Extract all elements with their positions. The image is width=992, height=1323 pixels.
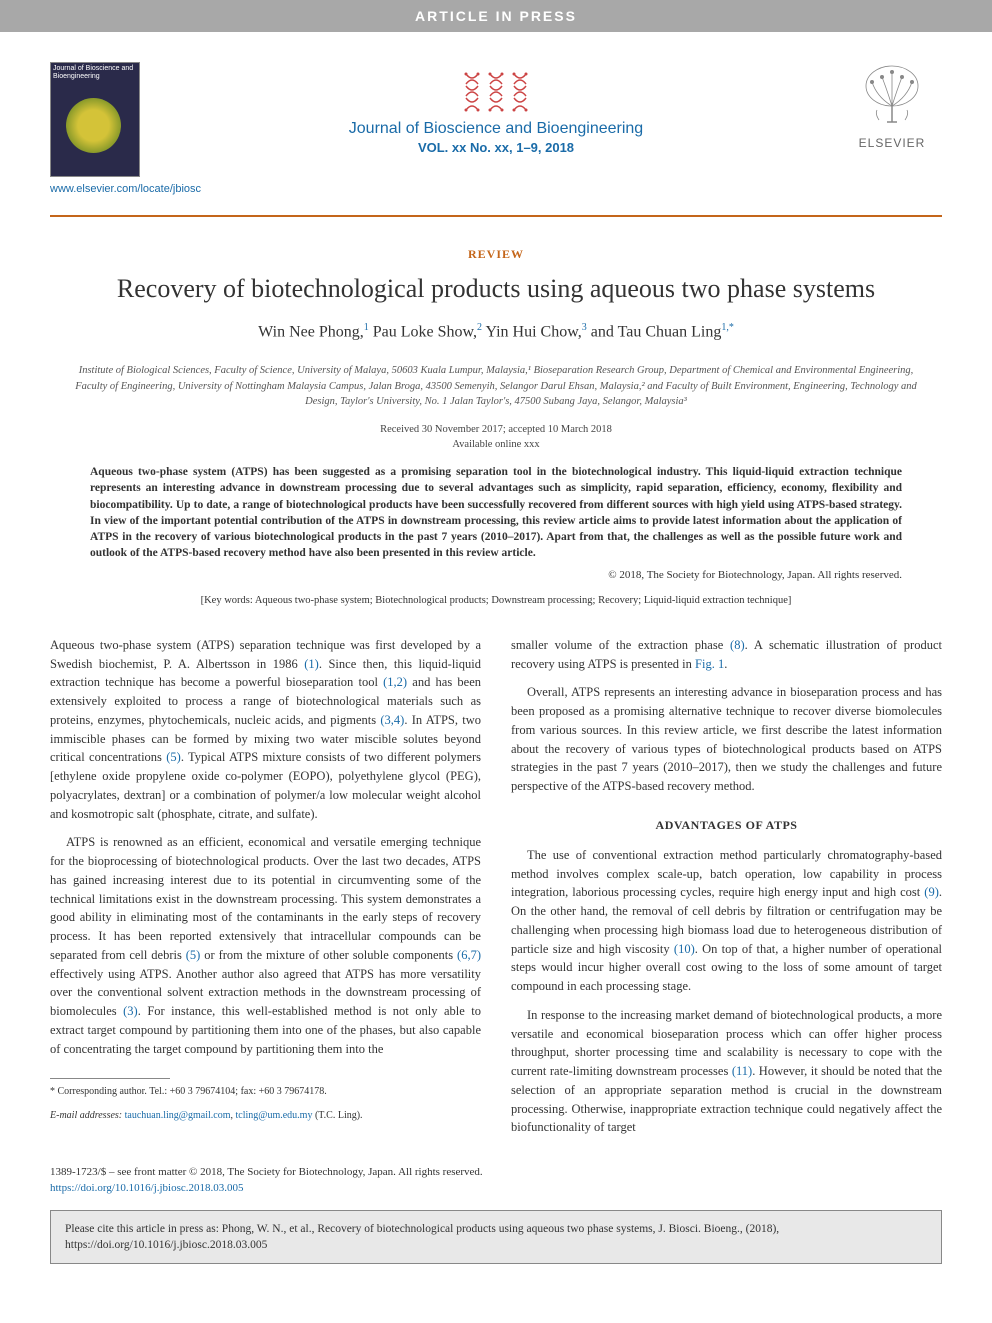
journal-logo-icons (150, 72, 842, 112)
body-paragraph: ATPS is renowned as an efficient, econom… (50, 833, 481, 1058)
section-heading-advantages: ADVANTAGES OF ATPS (511, 816, 942, 834)
body-paragraph: smaller volume of the extraction phase (… (511, 636, 942, 674)
email-link[interactable]: tauchuan.ling@gmail.com (125, 1110, 231, 1121)
header-divider (50, 215, 942, 217)
dna-icon (487, 72, 505, 112)
publisher-block: ELSEVIER (842, 62, 942, 150)
cover-caption: Journal of Bioscience and Bioengineering (53, 65, 139, 80)
journal-masthead: Journal of Bioscience and Bioengineering… (150, 62, 842, 155)
body-paragraph: In response to the increasing market dem… (511, 1006, 942, 1137)
article-in-press-banner: ARTICLE IN PRESS (0, 0, 992, 32)
keywords-line: [Key words: Aqueous two-phase system; Bi… (70, 595, 922, 606)
dna-icon (511, 72, 529, 112)
journal-name: Journal of Bioscience and Bioengineering (150, 120, 842, 138)
journal-volume-info: VOL. xx No. xx, 1–9, 2018 (150, 140, 842, 155)
article-body: Aqueous two-phase system (ATPS) separati… (50, 636, 942, 1147)
body-paragraph: The use of conventional extraction metho… (511, 846, 942, 996)
journal-cover-thumbnail[interactable]: Journal of Bioscience and Bioengineering (50, 62, 140, 177)
received-accepted-date: Received 30 November 2017; accepted 10 M… (0, 423, 992, 438)
publisher-name: ELSEVIER (842, 136, 942, 150)
available-online-date: Available online xxx (0, 438, 992, 453)
author-list: Win Nee Phong,1 Pau Loke Show,2 Yin Hui … (0, 322, 992, 341)
left-column: Aqueous two-phase system (ATPS) separati… (50, 636, 481, 1147)
body-paragraph: Overall, ATPS represents an interesting … (511, 683, 942, 796)
dna-icon (463, 72, 481, 112)
issn-copyright-line: 1389-1723/$ – see front matter © 2018, T… (50, 1165, 942, 1180)
article-title: Recovery of biotechnological products us… (50, 274, 942, 304)
footer-metadata: 1389-1723/$ – see front matter © 2018, T… (50, 1165, 942, 1196)
email-link[interactable]: tcling@um.edu.my (235, 1110, 312, 1121)
email-footnote: E-mail addresses: tauchuan.ling@gmail.co… (50, 1109, 481, 1123)
body-paragraph: Aqueous two-phase system (ATPS) separati… (50, 636, 481, 824)
doi-link[interactable]: https://doi.org/10.1016/j.jbiosc.2018.03… (50, 1182, 244, 1194)
right-column: smaller volume of the extraction phase (… (511, 636, 942, 1147)
abstract-text: Aqueous two-phase system (ATPS) has been… (90, 464, 902, 561)
elsevier-tree-icon (857, 62, 927, 132)
article-type-label: REVIEW (0, 247, 992, 262)
email-owner: (T.C. Ling). (315, 1110, 363, 1121)
footnote-divider (50, 1078, 170, 1079)
corresponding-author-footnote: * Corresponding author. Tel.: +60 3 7967… (50, 1085, 481, 1099)
article-dates: Received 30 November 2017; accepted 10 M… (0, 423, 992, 452)
citation-box: Please cite this article in press as: Ph… (50, 1210, 942, 1264)
copyright-line: © 2018, The Society for Biotechnology, J… (90, 569, 902, 581)
affiliations: Institute of Biological Sciences, Facult… (70, 363, 922, 409)
email-label: E-mail addresses: (50, 1110, 122, 1121)
journal-cover-block: Journal of Bioscience and Bioengineering… (50, 62, 150, 195)
journal-header: Journal of Bioscience and Bioengineering… (0, 32, 992, 215)
journal-homepage-link[interactable]: www.elsevier.com/locate/jbiosc (50, 183, 150, 195)
